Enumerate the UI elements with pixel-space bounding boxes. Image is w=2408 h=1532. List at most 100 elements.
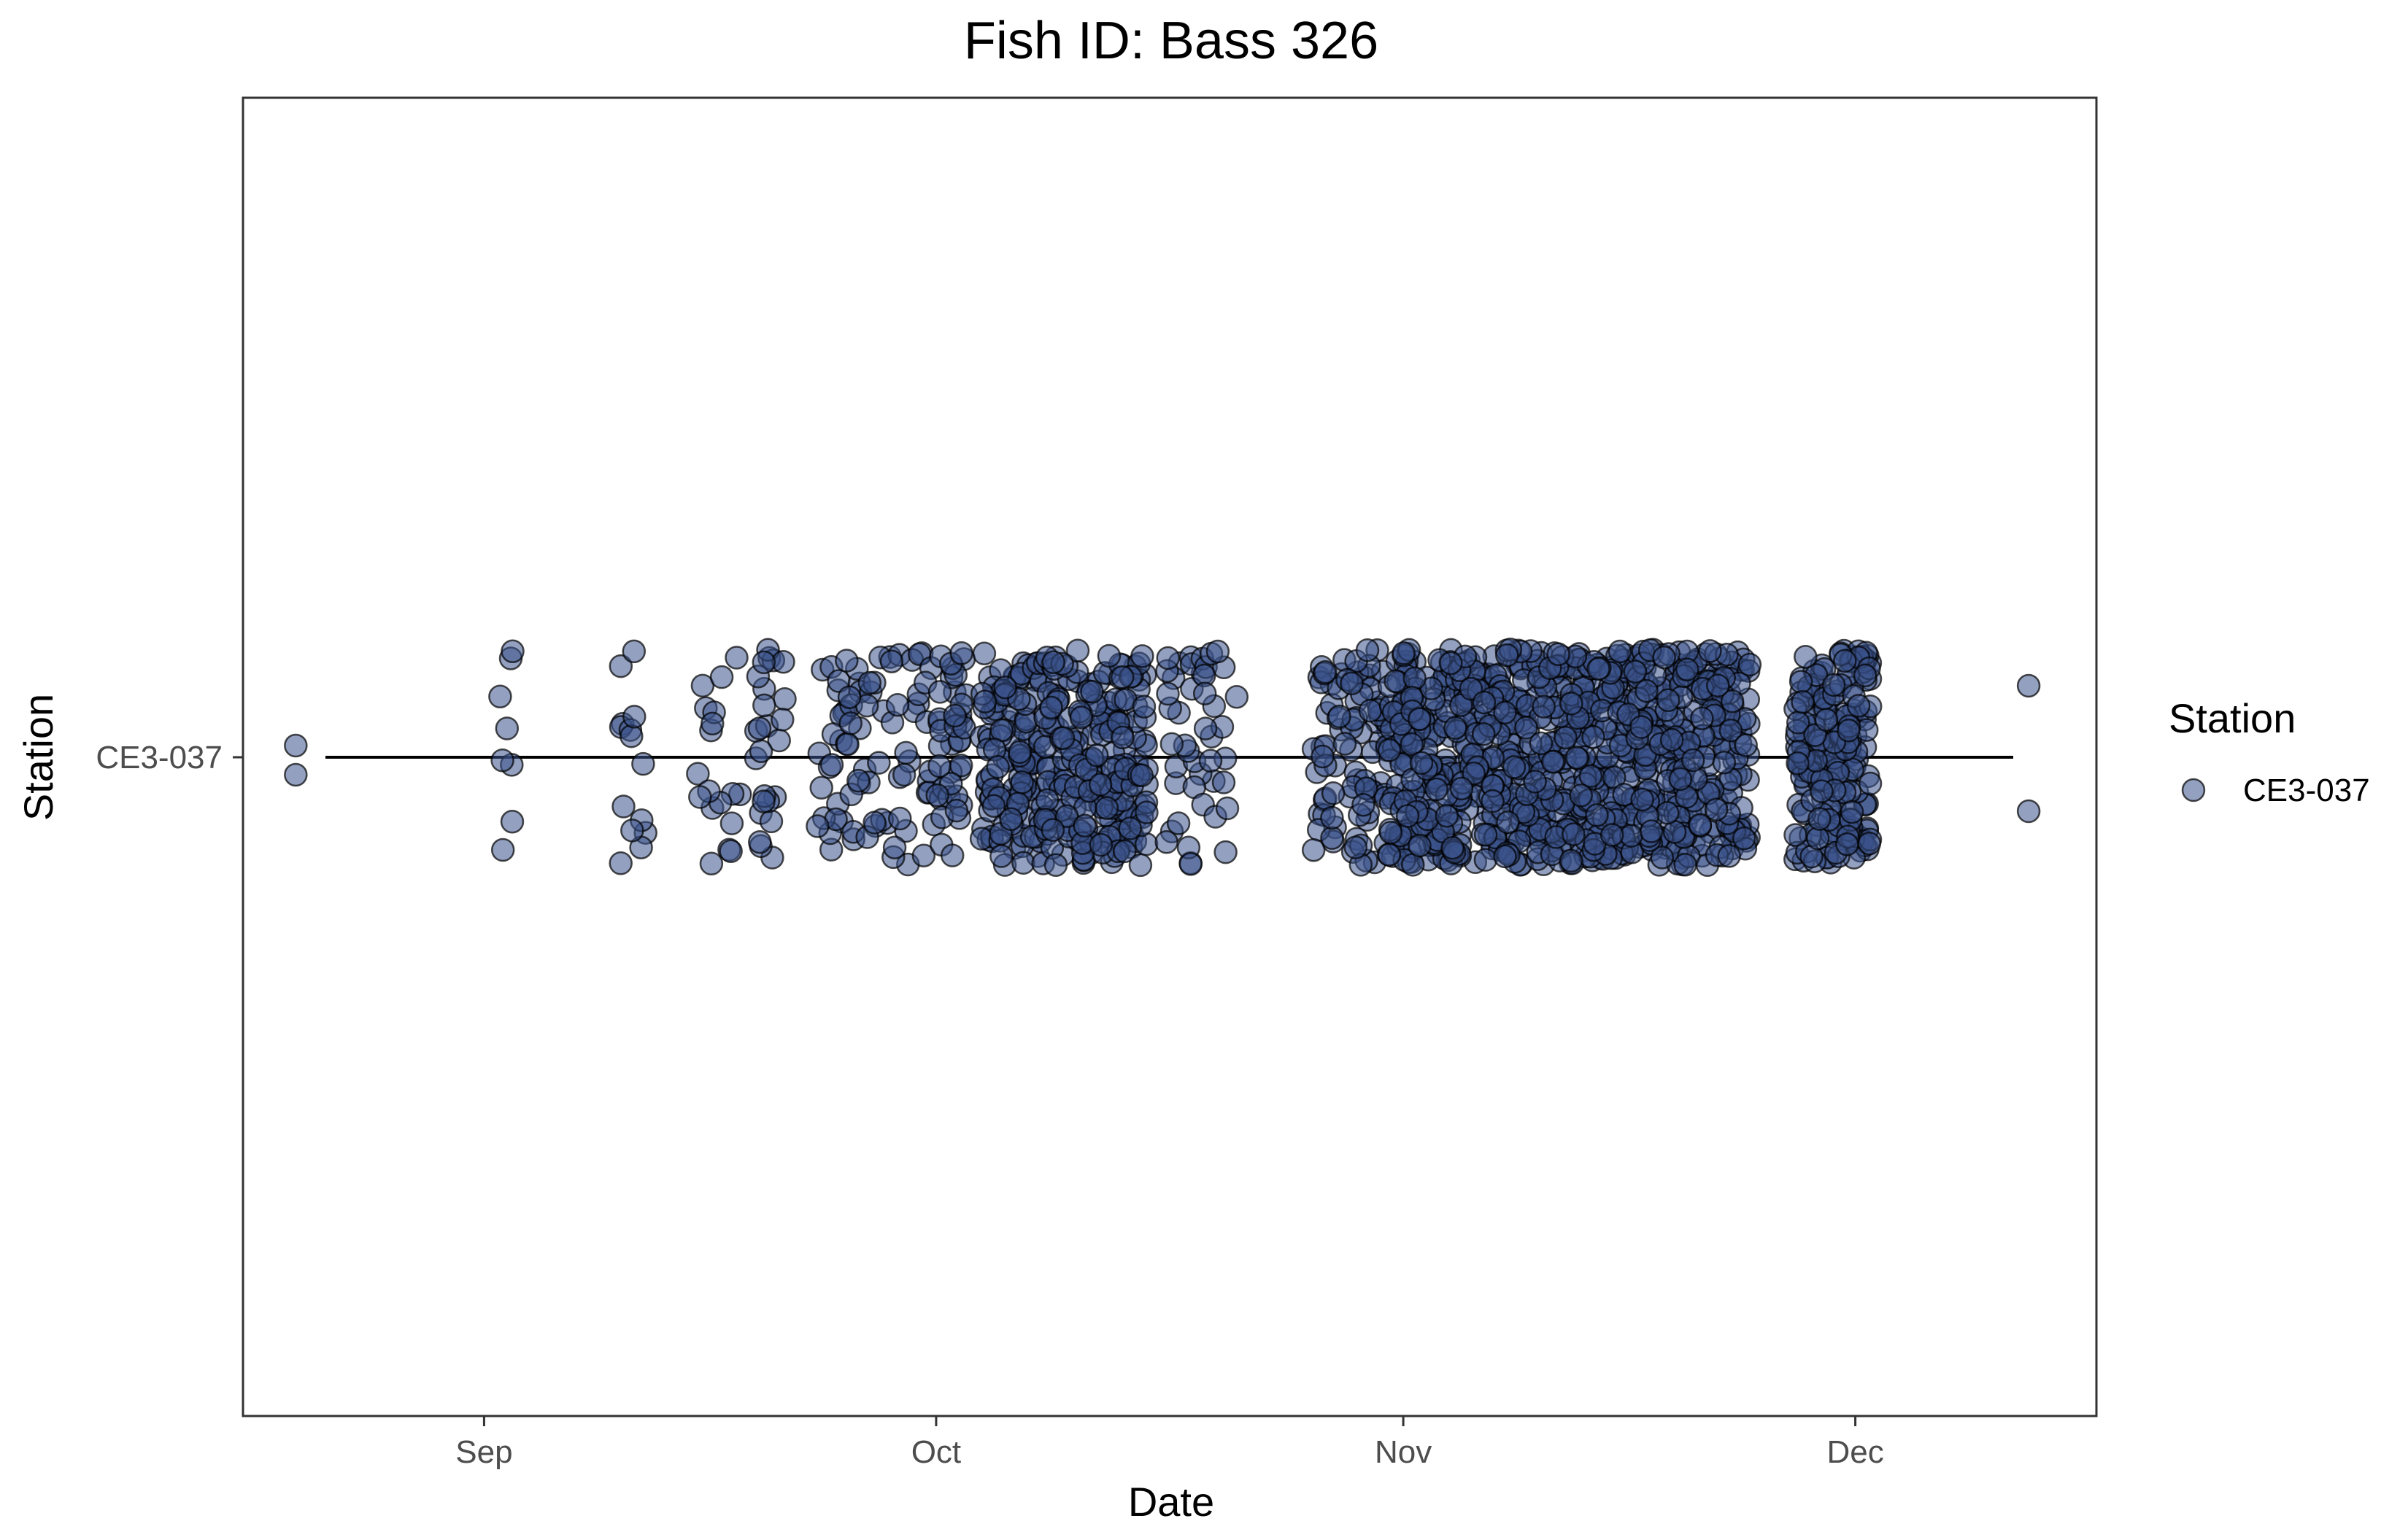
data-point — [949, 641, 973, 665]
data-point — [1529, 731, 1554, 756]
data-point — [622, 705, 647, 729]
data-point — [1408, 707, 1432, 731]
data-point — [1439, 651, 1463, 676]
y-axis-ticks: CE3-037 — [96, 740, 243, 775]
data-point — [927, 680, 952, 704]
x-tick-label-oct: Oct — [911, 1434, 961, 1470]
data-point — [1690, 706, 1714, 730]
data-point — [993, 675, 1017, 700]
data-point — [1205, 639, 1230, 664]
data-point — [1554, 725, 1578, 750]
data-point — [1192, 681, 1217, 705]
data-point — [1332, 732, 1357, 756]
data-point — [1821, 673, 1846, 697]
data-point — [1698, 639, 1722, 663]
data-point — [1311, 744, 1335, 769]
data-point — [1043, 853, 1068, 877]
data-point — [1110, 665, 1135, 689]
data-point — [1130, 763, 1154, 787]
data-point — [1706, 673, 1730, 697]
data-point — [1358, 698, 1383, 723]
data-point — [2016, 799, 2041, 824]
data-point — [1523, 770, 1547, 794]
data-point — [973, 689, 997, 713]
data-point — [752, 789, 776, 813]
data-point — [1089, 832, 1114, 857]
data-point — [835, 649, 859, 673]
data-point — [1656, 688, 1680, 713]
data-point — [1581, 725, 1605, 749]
data-point — [709, 665, 734, 689]
data-point — [1377, 843, 1402, 867]
data-point — [1402, 666, 1427, 691]
data-point — [1835, 832, 1859, 856]
data-point — [500, 810, 525, 834]
data-point — [1435, 804, 1459, 828]
data-point — [1156, 646, 1180, 670]
data-point — [686, 762, 710, 786]
data-point — [1717, 844, 1741, 868]
data-point — [1343, 835, 1368, 859]
data-point — [846, 768, 871, 793]
data-point — [1734, 733, 1758, 757]
data-point — [1409, 751, 1434, 775]
data-point — [837, 685, 862, 709]
data-point — [1377, 738, 1402, 762]
data-point — [747, 716, 772, 740]
data-point — [981, 794, 1006, 818]
data-point — [609, 654, 633, 678]
data-point — [894, 740, 918, 765]
data-point — [1355, 638, 1380, 662]
data-point — [1639, 819, 1664, 843]
data-point — [1069, 705, 1094, 730]
data-point — [1111, 725, 1135, 750]
data-point — [989, 844, 1014, 868]
data-point — [888, 806, 912, 831]
data-point — [1562, 822, 1586, 846]
data-point — [1635, 678, 1659, 703]
data-point — [1718, 719, 1743, 743]
data-point — [1585, 803, 1609, 827]
legend-key-ce3-037 — [2181, 778, 2206, 802]
data-point — [1211, 770, 1236, 794]
data-point — [1392, 641, 1416, 665]
data-point — [1840, 800, 1864, 824]
data-points-group — [284, 638, 2041, 878]
data-point — [1424, 777, 1448, 802]
data-point — [752, 693, 776, 718]
data-point — [1514, 716, 1538, 740]
data-point — [838, 711, 863, 735]
data-point — [1608, 639, 1632, 664]
data-point — [1688, 813, 1713, 837]
data-point — [1650, 846, 1675, 870]
data-point — [1569, 784, 1593, 808]
data-point — [1720, 689, 1745, 713]
data-point — [1629, 715, 1653, 739]
data-point — [1837, 719, 1861, 743]
data-point — [1732, 826, 1756, 851]
data-point — [867, 751, 891, 775]
data-point — [490, 837, 515, 862]
data-point — [749, 739, 773, 763]
data-point — [1320, 826, 1344, 850]
data-point — [725, 646, 749, 670]
data-point — [1623, 659, 1648, 684]
data-point — [1156, 681, 1180, 706]
data-point — [1128, 853, 1153, 878]
data-point — [1395, 804, 1420, 828]
data-point — [699, 851, 724, 876]
data-point — [1788, 670, 1813, 694]
data-point — [1853, 663, 1878, 688]
data-point — [501, 639, 525, 664]
data-point — [1035, 788, 1060, 812]
data-point — [488, 684, 512, 709]
data-point — [1704, 797, 1729, 821]
data-point — [1675, 657, 1699, 681]
data-point — [1039, 695, 1063, 720]
data-point — [1132, 695, 1157, 719]
data-point — [690, 673, 715, 698]
data-point — [1213, 840, 1238, 864]
data-point — [1794, 644, 1818, 669]
data-point — [701, 711, 725, 736]
data-point — [1668, 767, 1693, 792]
